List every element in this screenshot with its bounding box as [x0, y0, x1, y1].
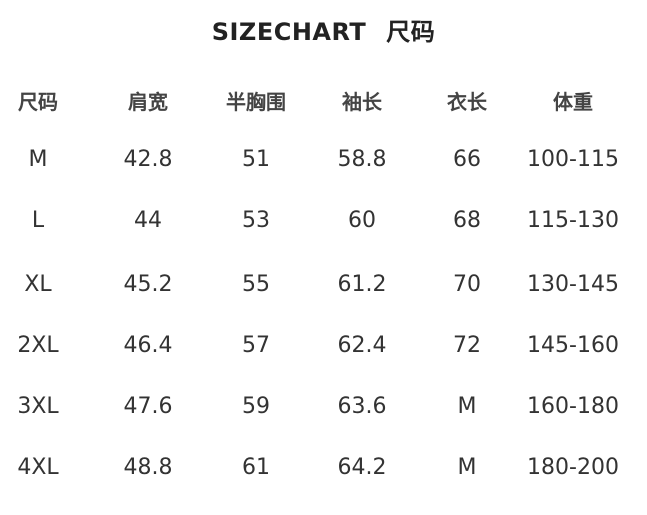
title-english: SIZECHART [211, 18, 367, 46]
table-cell: 130-145 [527, 272, 619, 297]
table-cell: 4XL [17, 455, 59, 480]
table-cell: 180-200 [527, 455, 619, 480]
column-header: 体重 [553, 90, 593, 114]
table-cell: 100-115 [527, 147, 619, 172]
table-cell: M [28, 147, 48, 172]
table-cell: 53 [242, 208, 270, 233]
table-cell: 48.8 [123, 455, 173, 480]
table-cell: 63.6 [337, 394, 387, 419]
table-cell: M [457, 455, 477, 480]
table-cell: 61 [242, 455, 270, 480]
table-cell: L [31, 208, 45, 233]
page-title: SIZECHART 尺码 [0, 12, 647, 47]
column-header: 衣长 [447, 90, 487, 114]
table-cell: 68 [453, 208, 481, 233]
table-cell: 115-130 [527, 208, 619, 233]
column-header: 肩宽 [128, 90, 168, 114]
table-cell: 72 [453, 333, 481, 358]
table-cell: 70 [453, 272, 481, 297]
table-cell: 62.4 [337, 333, 387, 358]
table-cell: 57 [242, 333, 270, 358]
table-cell: 44 [134, 208, 162, 233]
table-cell: 45.2 [123, 272, 173, 297]
table-cell: 47.6 [123, 394, 173, 419]
table-cell: 51 [242, 147, 270, 172]
table-cell: 160-180 [527, 394, 619, 419]
table-cell: 58.8 [337, 147, 387, 172]
column-header: 袖长 [342, 90, 382, 114]
table-cell: 60 [348, 208, 376, 233]
table-cell: XL [24, 272, 52, 297]
table-cell: 61.2 [337, 272, 387, 297]
table-cell: 55 [242, 272, 270, 297]
table-cell: M [457, 394, 477, 419]
table-cell: 3XL [17, 394, 59, 419]
column-header: 尺码 [18, 90, 58, 114]
table-cell: 42.8 [123, 147, 173, 172]
table-cell: 145-160 [527, 333, 619, 358]
table-cell: 64.2 [337, 455, 387, 480]
column-header: 半胸围 [226, 90, 286, 114]
table-cell: 2XL [17, 333, 59, 358]
table-cell: 59 [242, 394, 270, 419]
title-chinese: 尺码 [386, 18, 436, 46]
table-cell: 46.4 [123, 333, 173, 358]
table-cell: 66 [453, 147, 481, 172]
